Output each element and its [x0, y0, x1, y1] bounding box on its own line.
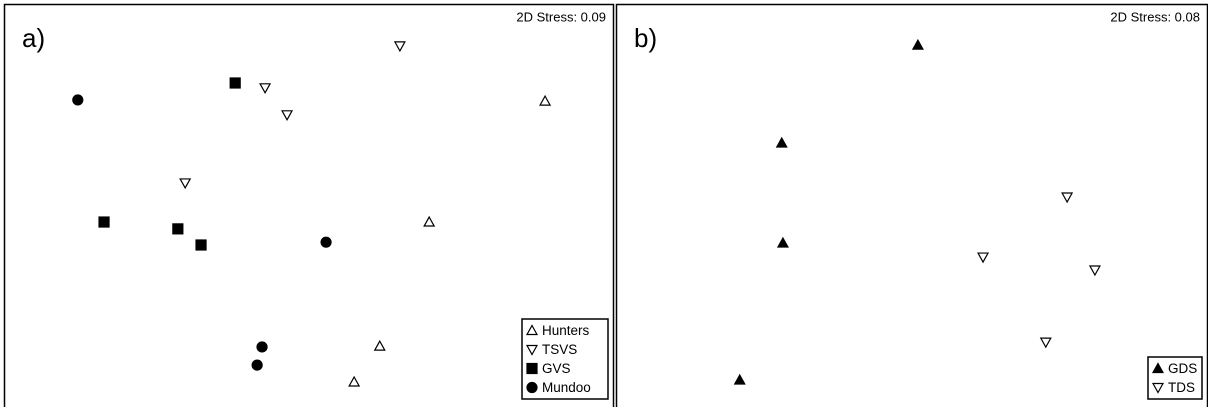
marker	[733, 373, 746, 385]
marker	[172, 223, 184, 235]
legend-marker	[1151, 382, 1165, 394]
panel-label: a)	[22, 23, 45, 53]
marker	[1061, 192, 1074, 204]
marker	[281, 110, 294, 122]
marker	[977, 252, 990, 264]
marker	[320, 236, 332, 248]
marker	[229, 77, 241, 89]
legend-marker	[1151, 362, 1165, 374]
marker	[776, 236, 789, 248]
marker	[195, 239, 207, 251]
marker	[1039, 337, 1052, 349]
marker	[393, 41, 406, 53]
legend-marker	[526, 362, 538, 375]
panel: a) 2D Stress: 0.09 Hunters TSVS GVS Mundoo	[3, 3, 615, 407]
marker	[911, 38, 924, 50]
stress-annotation: 2D Stress: 0.09	[516, 9, 606, 24]
legend-label: GDS	[1168, 361, 1197, 376]
panel-frame	[615, 3, 1208, 407]
marker	[256, 341, 268, 353]
legend-label: TSVS	[542, 342, 577, 357]
legend-label: TDS	[1168, 380, 1195, 395]
marker	[251, 359, 263, 371]
legend-marker	[526, 381, 538, 394]
marker	[259, 83, 272, 95]
legend-marker	[525, 344, 539, 356]
marker	[348, 375, 361, 387]
legend-label: Mundoo	[542, 380, 591, 395]
legend-label: GVS	[542, 361, 571, 376]
marker	[98, 216, 110, 228]
marker	[539, 94, 552, 106]
marker	[423, 215, 436, 227]
panel: b) 2D Stress: 0.08 GDS TDS	[615, 3, 1208, 407]
panel-label: b)	[634, 23, 657, 53]
marker	[775, 136, 788, 148]
legend: GDS TDS	[1147, 356, 1203, 400]
marker	[373, 339, 386, 351]
marker	[179, 178, 192, 190]
stress-annotation: 2D Stress: 0.08	[1110, 9, 1200, 24]
marker	[1088, 265, 1101, 277]
legend: Hunters TSVS GVS Mundoo	[521, 318, 609, 400]
legend-label: Hunters	[542, 323, 590, 338]
legend-box	[1147, 356, 1203, 400]
legend-marker	[525, 324, 539, 336]
panel-frame	[3, 3, 615, 407]
marker	[72, 94, 84, 106]
